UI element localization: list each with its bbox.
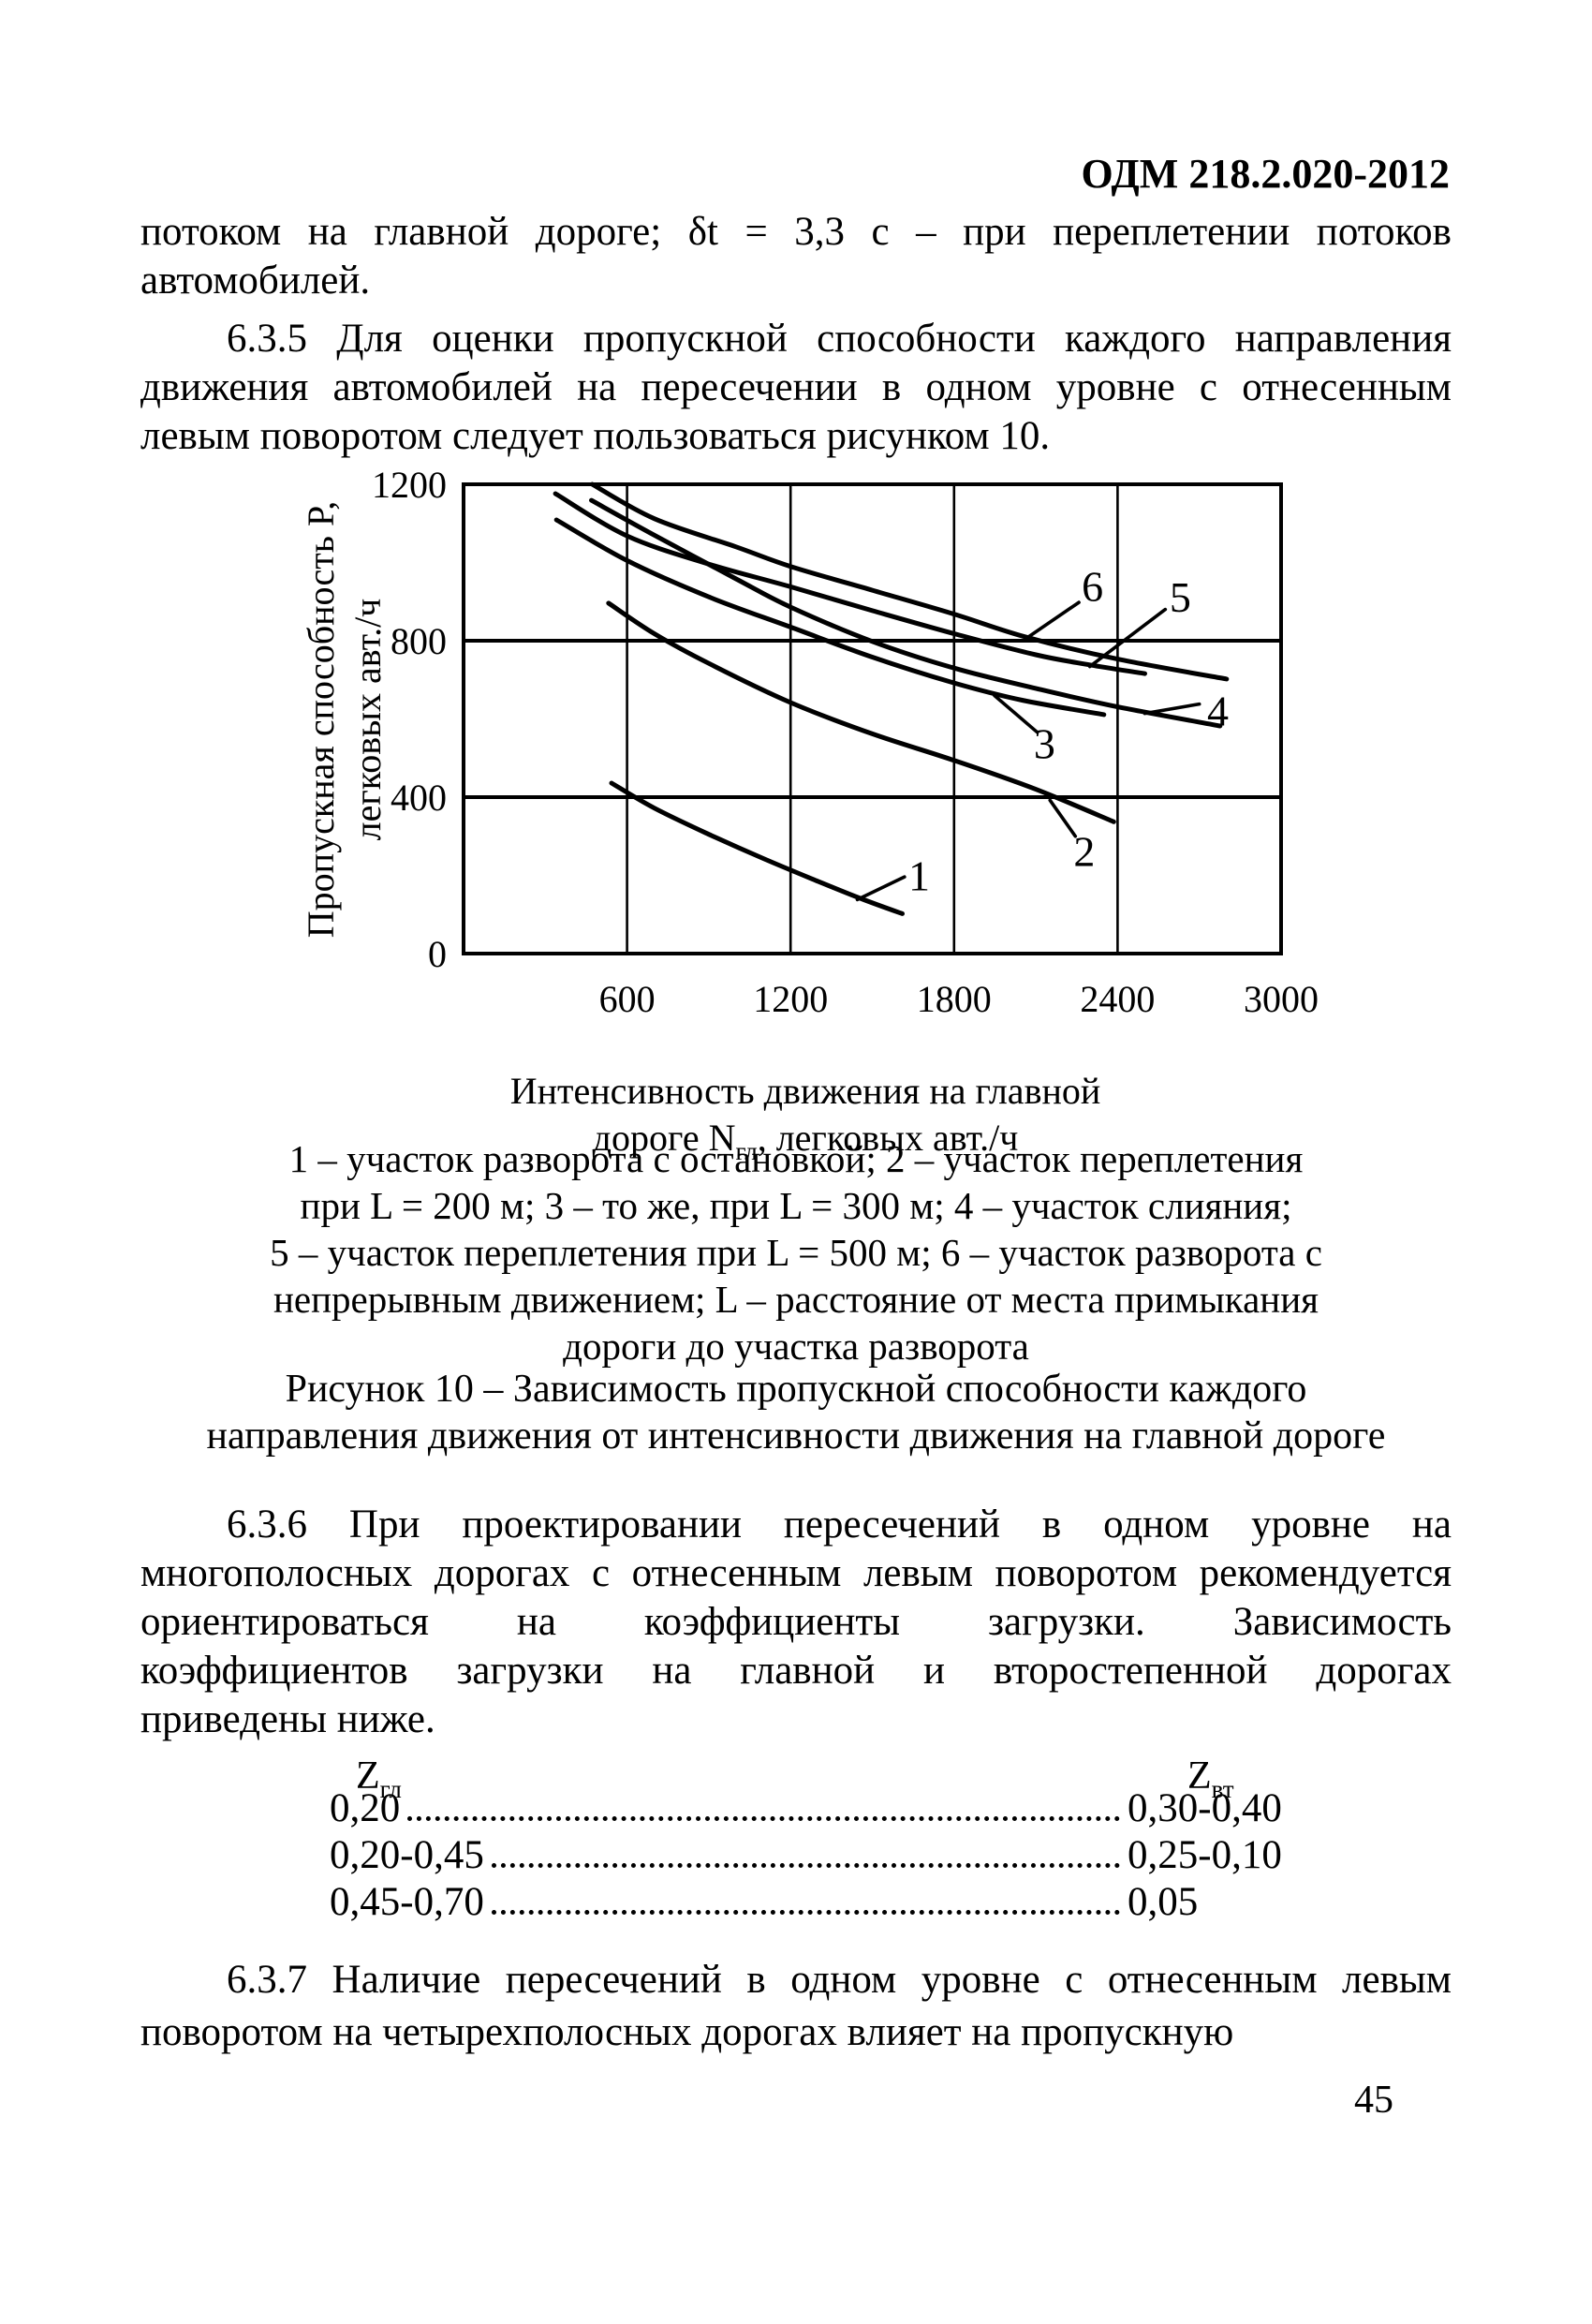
y-tick-label: 1200: [375, 464, 447, 506]
x-tick-label: 2400: [1080, 978, 1155, 1020]
curve-label-1: 1: [908, 852, 930, 900]
dotted-leader: [407, 1816, 1120, 1821]
table-row: 0,45-0,70 0,05: [330, 1879, 1315, 1926]
z-main-header: Zгл: [356, 1754, 402, 1803]
x-tick-label: 3000: [1244, 978, 1319, 1020]
x-tick-label: 1200: [753, 978, 828, 1020]
text-line: ориентироваться на коэффициенты загрузки…: [140, 1600, 1452, 1644]
x-tick-label: 1800: [917, 978, 992, 1020]
paragraph-6-3-6: 6.3.6 При проектировании пересечений в о…: [140, 1501, 1452, 1744]
text-line: 6.3.5 Для оценки пропускной способности …: [227, 317, 1452, 361]
curve-label-2: 2: [1073, 828, 1095, 876]
z-main-value: 0,20: [330, 1786, 401, 1830]
document-code-header: ОДМ 218.2.020-2012: [1081, 151, 1451, 197]
curve-label-4: 4: [1207, 687, 1229, 734]
caption-line: дороги до участка разворота: [563, 1325, 1029, 1368]
text-line: автомобилей.: [140, 259, 371, 303]
curve-label-5: 5: [1170, 573, 1191, 621]
figure-10-chart: 1 2 3 4 5 6 0 400 800 1200 600 1200 1800 2400 3000: [375, 464, 1319, 1020]
y-tick-label: 0: [428, 933, 447, 975]
curve-4: [589, 497, 1223, 729]
z-secondary-header: Zвт: [1187, 1754, 1234, 1803]
curve-1: [609, 780, 905, 916]
caption-line: непрерывным движением; L – расстояние от…: [273, 1278, 1319, 1321]
figure-title: Рисунок 10 – Зависимость пропускной спос…: [206, 1368, 1386, 1458]
z-secondary-value: 0,05: [1128, 1880, 1199, 1924]
text-line: поворотом на четырехполосных дорогах вли…: [140, 2010, 1234, 2054]
caption-line: 1 – участок разворота с остановкой; 2 – …: [288, 1137, 1304, 1180]
curve-leader-1: [855, 875, 907, 902]
caption-line: при L = 200 м; 3 – то же, при L = 300 м;…: [300, 1184, 1292, 1227]
y-tick-label: 800: [391, 620, 447, 662]
paragraph-6-3-5: 6.3.5 Для оценки пропускной способности …: [140, 315, 1452, 461]
text-line: многополосных дорогах с отнесенным левым…: [140, 1551, 1452, 1595]
text-line: движения автомобилей на пересечении в од…: [140, 365, 1452, 409]
table-row: 0,20-0,45 0,25-0,10: [330, 1832, 1315, 1879]
curve-label-6: 6: [1082, 563, 1103, 611]
table-row: 0,20 0,30-0,40: [330, 1785, 1315, 1832]
text-line: левым поворотом следует пользоваться рис…: [140, 414, 1051, 458]
text-line: коэффициентов загрузки на главной и втор…: [140, 1649, 1452, 1693]
z-coefficients-table: 0,20 0,30-0,40 0,20-0,45 0,25-0,10 0,45-…: [330, 1785, 1315, 1926]
x-tick-label: 600: [599, 978, 656, 1020]
curve-2: [606, 600, 1116, 824]
text-line: 6.3.7 Наличие пересечений в одном уровне…: [227, 1958, 1452, 2002]
curve-5: [553, 491, 1147, 676]
text-line: приведены ниже.: [140, 1697, 435, 1741]
z-secondary-value: 0,25-0,10: [1128, 1833, 1282, 1877]
plot-border: [462, 482, 1283, 955]
dotted-leader: [491, 1863, 1120, 1868]
x-axis-title: Интенсивность движения на главной дороге…: [509, 1070, 1101, 1165]
curve-label-3: 3: [1034, 719, 1055, 767]
dotted-leader: [491, 1910, 1120, 1915]
paragraph-intro: потоком на главной дороге; δt = 3,3 с – …: [140, 208, 1452, 305]
z-main-value: 0,45-0,70: [330, 1880, 484, 1924]
curve-leader-5: [1087, 607, 1168, 669]
page-number: 45: [1354, 2079, 1393, 2122]
subscript-gl: гл: [735, 1137, 758, 1165]
curve-leader-6: [1024, 600, 1081, 641]
y-tick-label: 400: [391, 777, 447, 819]
z-main-value: 0,20-0,45: [330, 1833, 484, 1877]
curve-leader-2: [1048, 798, 1078, 838]
caption-line: 5 – участок переплетения при L = 500 м; …: [270, 1231, 1322, 1274]
paragraph-6-3-7: 6.3.7 Наличие пересечений в одном уровне…: [140, 1954, 1452, 2059]
y-axis-title: Пропускная способность Р, легковых авт./…: [300, 500, 389, 939]
curve-3: [553, 517, 1107, 718]
text-line: потоком на главной дороге; δt = 3,3 с – …: [140, 210, 1452, 254]
curve-leader-4: [1142, 702, 1201, 716]
curve-leader-3: [993, 693, 1039, 734]
z-secondary-value: 0,30-0,40: [1128, 1786, 1282, 1830]
text-line: 6.3.6 При проектировании пересечений в о…: [227, 1502, 1452, 1547]
figure-caption: 1 – участок разворота с остановкой; 2 – …: [215, 1135, 1377, 1369]
